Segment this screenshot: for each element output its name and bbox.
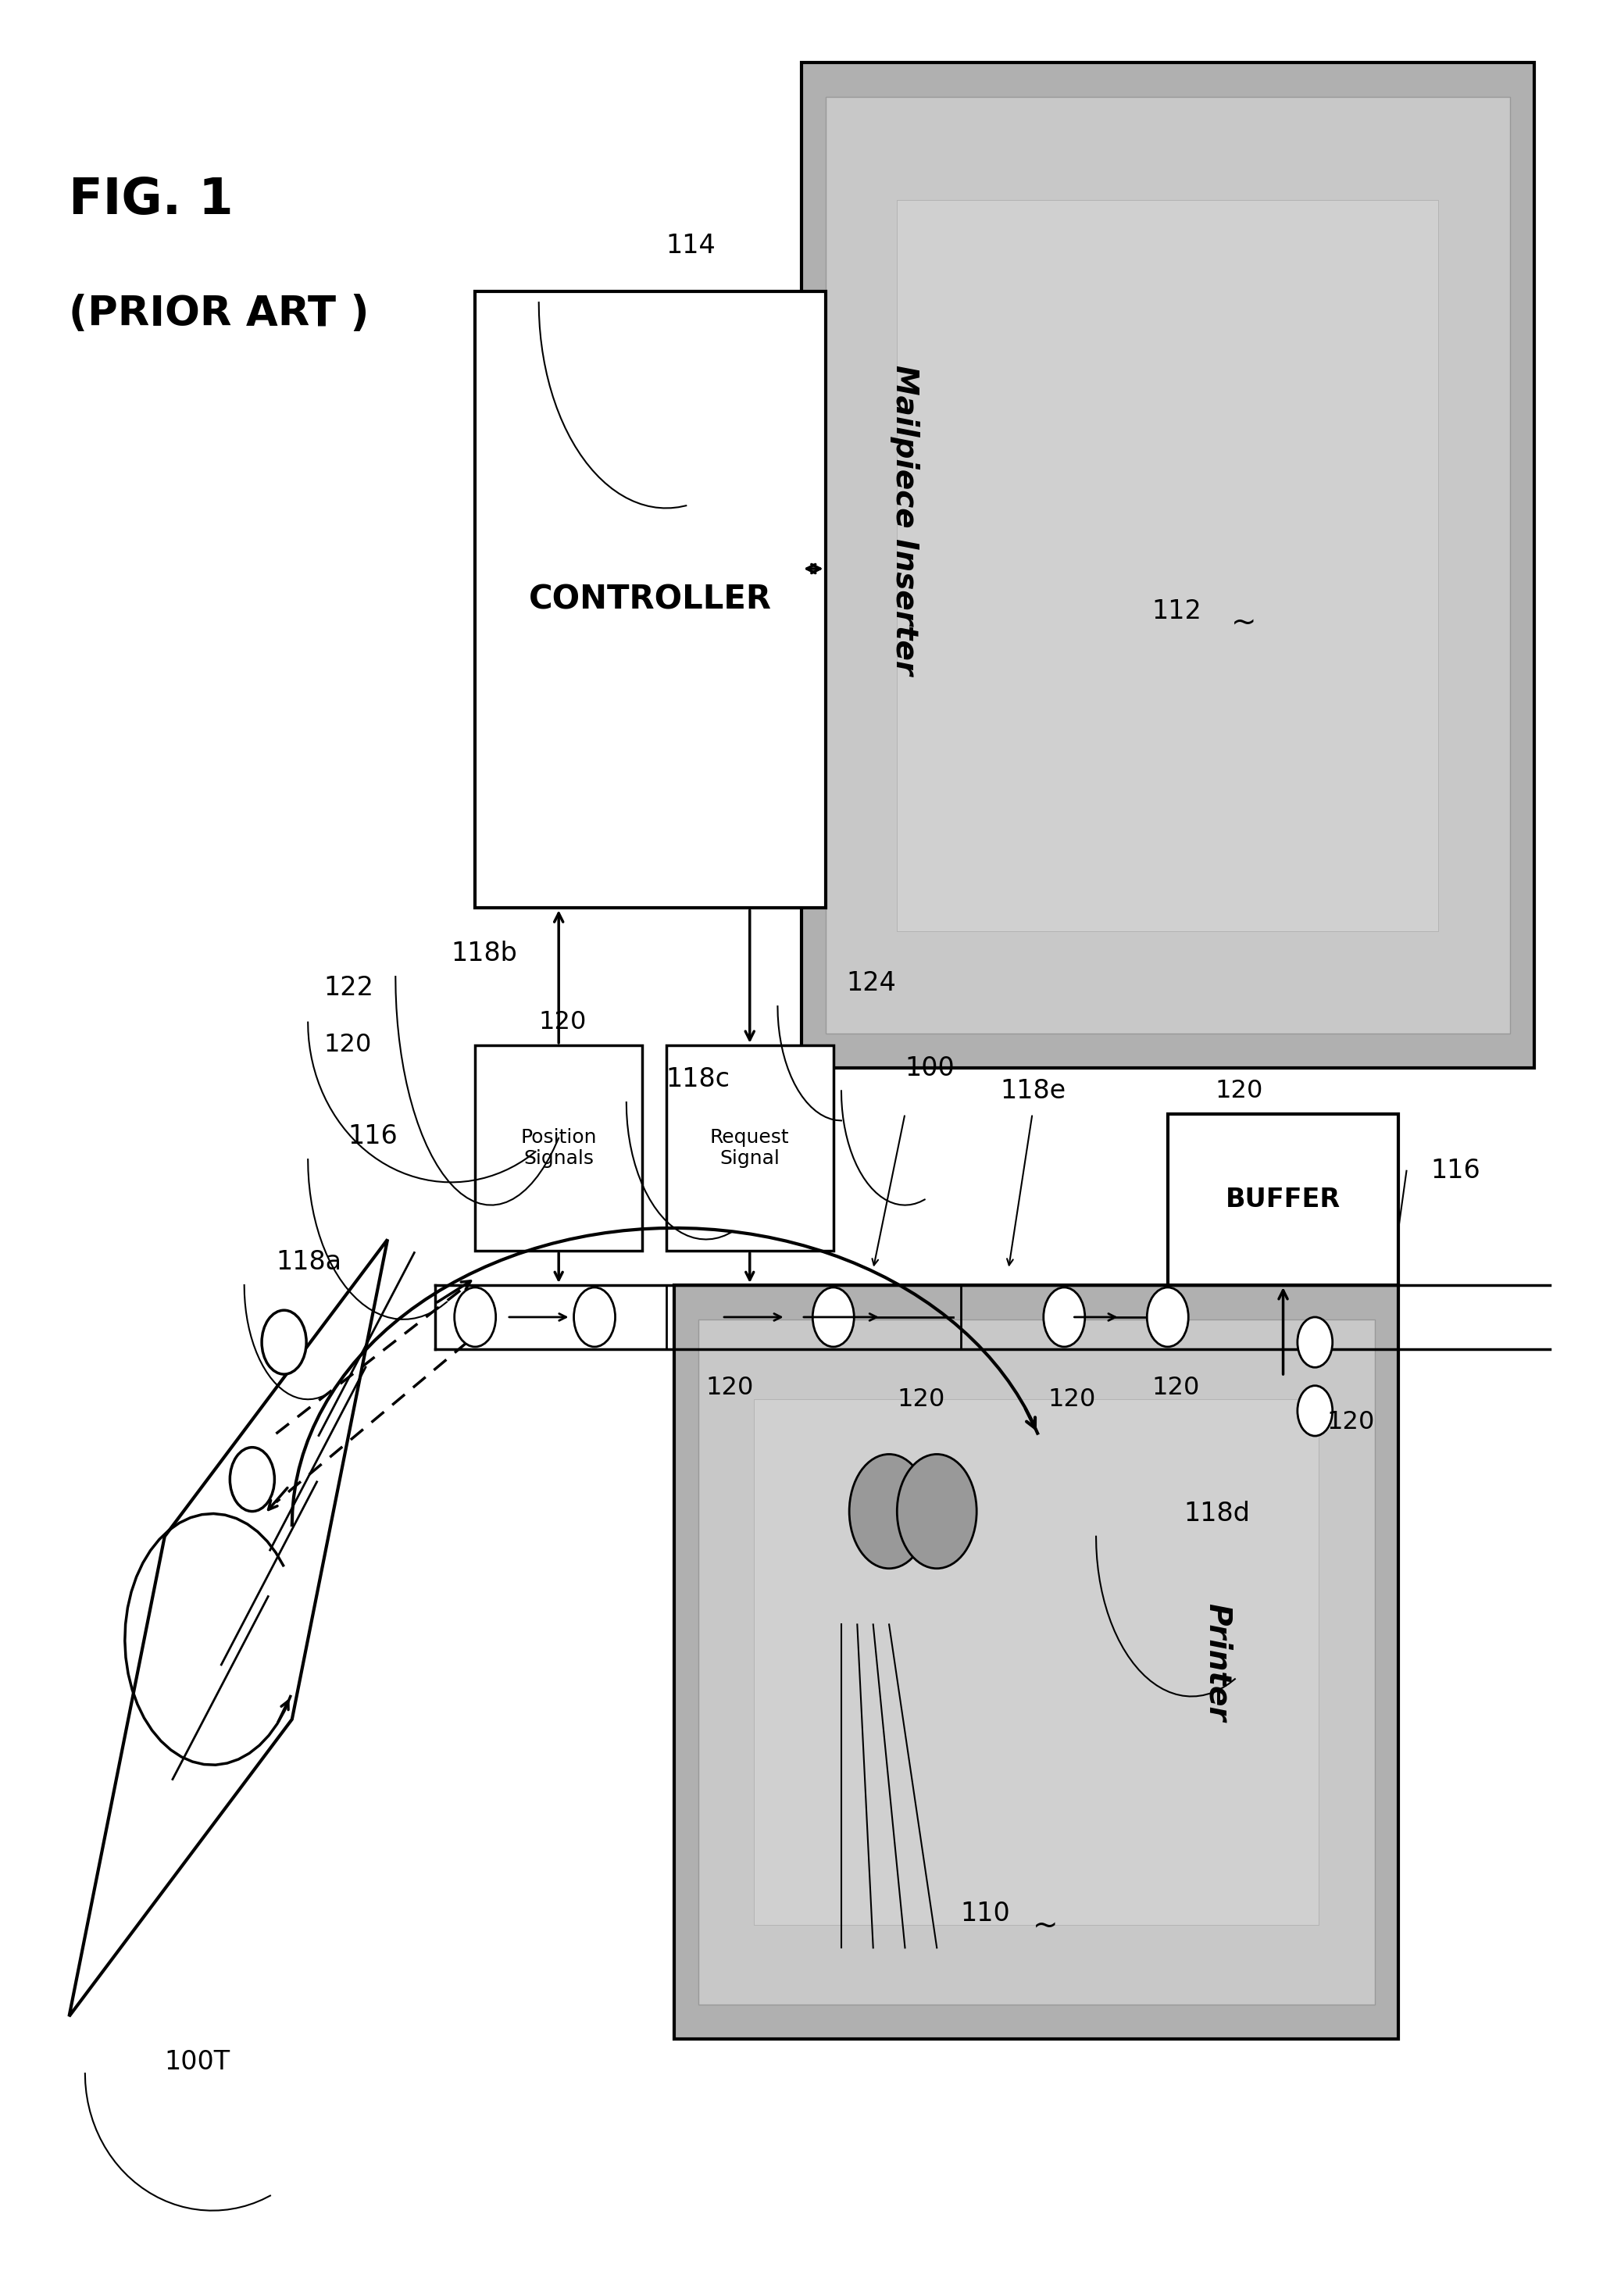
Text: 118d: 118d <box>1183 1502 1250 1527</box>
Text: FIG. 1: FIG. 1 <box>69 174 234 225</box>
Text: (PRIOR ART ): (PRIOR ART ) <box>69 294 369 335</box>
Circle shape <box>574 1288 616 1348</box>
Text: 118e: 118e <box>1000 1079 1066 1104</box>
Text: ~: ~ <box>1032 1910 1058 1940</box>
Circle shape <box>229 1446 274 1511</box>
Text: 120: 120 <box>1215 1079 1263 1102</box>
Circle shape <box>1044 1288 1085 1348</box>
Polygon shape <box>69 1240 388 2016</box>
Text: 120: 120 <box>1048 1387 1096 1412</box>
Circle shape <box>1297 1318 1332 1368</box>
Bar <box>474 1045 643 1251</box>
Text: 116: 116 <box>348 1123 398 1150</box>
Bar <box>675 1286 1398 2039</box>
Bar <box>826 96 1510 1033</box>
Text: 112: 112 <box>1153 597 1202 625</box>
Circle shape <box>1297 1387 1332 1435</box>
Circle shape <box>850 1453 928 1568</box>
Bar <box>474 292 826 907</box>
Text: 120: 120 <box>705 1375 753 1401</box>
Text: Printer: Printer <box>1202 1603 1233 1722</box>
Bar <box>753 1398 1319 1924</box>
Circle shape <box>261 1311 306 1375</box>
Text: 120: 120 <box>898 1387 946 1412</box>
Text: Position
Signals: Position Signals <box>521 1127 596 1169</box>
Text: 110: 110 <box>960 1901 1010 1926</box>
Text: 114: 114 <box>667 232 717 257</box>
Text: 122: 122 <box>324 976 373 1001</box>
Bar <box>667 1045 834 1251</box>
Text: ~: ~ <box>1231 608 1257 638</box>
Text: Request
Signal: Request Signal <box>710 1127 789 1169</box>
Circle shape <box>898 1453 976 1568</box>
Text: 120: 120 <box>1153 1375 1199 1401</box>
Text: 118a: 118a <box>276 1249 341 1274</box>
Text: 120: 120 <box>324 1033 372 1056</box>
Circle shape <box>813 1288 854 1348</box>
Text: 120: 120 <box>1327 1410 1375 1435</box>
Text: 120: 120 <box>539 1010 587 1035</box>
Bar <box>697 1320 1375 2004</box>
Text: 100: 100 <box>906 1056 955 1081</box>
Text: 124: 124 <box>846 971 896 996</box>
Text: 100T: 100T <box>165 2048 231 2076</box>
Circle shape <box>454 1288 495 1348</box>
Circle shape <box>1148 1288 1188 1348</box>
Text: 116: 116 <box>1430 1157 1480 1185</box>
Text: BUFFER: BUFFER <box>1226 1187 1340 1212</box>
Text: 118c: 118c <box>667 1068 731 1093</box>
Text: Mailpiece Inserter: Mailpiece Inserter <box>890 365 920 675</box>
Bar <box>802 62 1534 1068</box>
Bar <box>1167 1114 1398 1286</box>
Bar <box>898 200 1438 930</box>
Text: 118b: 118b <box>450 941 518 967</box>
Text: CONTROLLER: CONTROLLER <box>529 583 771 615</box>
